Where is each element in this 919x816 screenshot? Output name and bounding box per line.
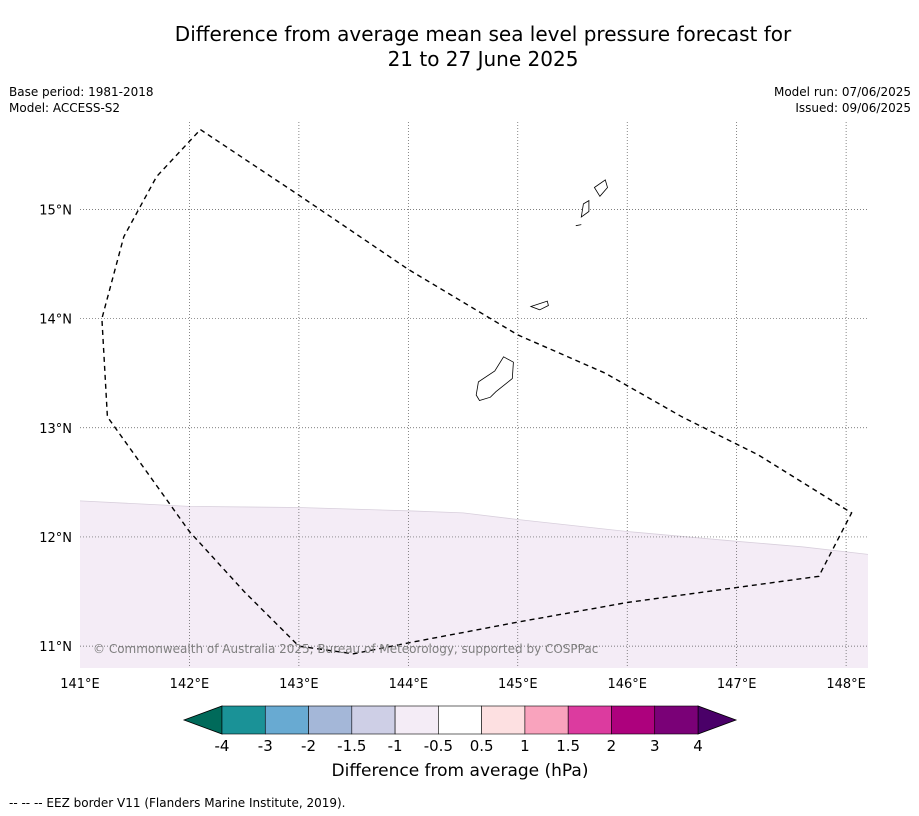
axis-ticks: 141°E 142°E 143°E 144°E 145°E 146°E 147°E 148°E… — [39, 203, 866, 692]
colorbar-tick-label: -0.5 — [424, 737, 453, 755]
colorbar-extend-low — [182, 705, 223, 735]
colorbar-extend-high — [697, 705, 738, 735]
island-guam — [475, 356, 514, 401]
colorbar-swatch — [308, 705, 353, 735]
model-name: Model: ACCESS-S2 — [9, 101, 121, 115]
eez-layer — [101, 129, 853, 655]
colorbar-swatch — [481, 705, 526, 735]
colorbar: -4 -3 -2 -1.5 -1 -0.5 0.5 1 1.5 2 3 4 — [182, 705, 738, 755]
colorbar-tick-label: -1.5 — [337, 737, 366, 755]
gridlines — [80, 122, 868, 668]
issued-date: Issued: 09/06/2025 — [795, 101, 911, 115]
lon-tick-label: 144°E — [389, 677, 429, 692]
colorbar-swatch — [524, 705, 569, 735]
colorbar-swatch — [394, 705, 439, 735]
colorbar-tick-label: -1 — [388, 737, 403, 755]
colorbar-label: Difference from average (hPa) — [331, 761, 589, 781]
colorbar-tick-label: -4 — [215, 737, 230, 755]
colorbar-tick-label: 4 — [693, 737, 703, 755]
colorbar-tick-label: 0.5 — [470, 737, 494, 755]
map-title: Difference from average mean sea level p… — [0, 22, 919, 72]
lon-tick-label: 142°E — [170, 677, 210, 692]
anomaly-contour — [79, 500, 869, 555]
colorbar-tick-label: 3 — [650, 737, 660, 755]
model-run: Model run: 07/06/2025 — [773, 85, 911, 99]
lon-tick-label: 141°E — [60, 677, 100, 692]
lat-tick-label: 15°N — [39, 203, 72, 218]
lat-tick-label: 11°N — [39, 640, 72, 655]
map-svg: 141°E 142°E 143°E 144°E 145°E 146°E 147°E 148°E… — [39, 122, 869, 755]
colorbar-swatch — [611, 705, 656, 735]
colorbar-tick-label: -2 — [301, 737, 316, 755]
eez-border — [101, 129, 853, 655]
anomaly-layer — [79, 500, 869, 668]
colorbar-swatch — [351, 705, 396, 735]
island-rota — [529, 300, 549, 311]
footnote: -- -- -- EEZ border V11 (Flanders Marine… — [9, 796, 346, 810]
island-aguijan — [575, 224, 582, 227]
meta-left: Base period: 1981-2018 Model: ACCESS-S2 — [9, 84, 154, 116]
lat-tick-label: 13°N — [39, 422, 72, 437]
colorbar-tick-label: -3 — [258, 737, 273, 755]
colorbar-swatch — [654, 705, 699, 735]
lon-tick-label: 143°E — [279, 677, 319, 692]
copyright-text: © Commonwealth of Australia 2025, Bureau… — [93, 642, 598, 656]
colorbar-swatch — [438, 705, 482, 735]
island-saipan — [593, 179, 608, 197]
colorbar-swatch — [567, 705, 612, 735]
anomaly-area — [80, 500, 868, 668]
lon-tick-label: 148°E — [826, 677, 866, 692]
colorbar-tick-label: 1.5 — [556, 737, 580, 755]
title-line-1: Difference from average mean sea level p… — [174, 22, 792, 46]
island-layer — [475, 179, 608, 401]
lat-tick-label: 12°N — [39, 531, 72, 546]
lon-tick-label: 146°E — [607, 677, 647, 692]
title-line-2: 21 to 27 June 2025 — [387, 47, 579, 71]
lon-tick-label: 145°E — [498, 677, 538, 692]
colorbar-tick-label: 1 — [520, 737, 530, 755]
meta-right: Model run: 07/06/2025 Issued: 09/06/2025 — [774, 84, 911, 116]
colorbar-swatch — [264, 705, 309, 735]
lon-tick-label: 147°E — [717, 677, 757, 692]
island-tinian — [580, 199, 590, 218]
colorbar-swatch — [221, 705, 266, 735]
colorbar-tick-label: 2 — [607, 737, 617, 755]
base-period: Base period: 1981-2018 — [9, 85, 154, 99]
lat-tick-label: 14°N — [39, 313, 72, 328]
